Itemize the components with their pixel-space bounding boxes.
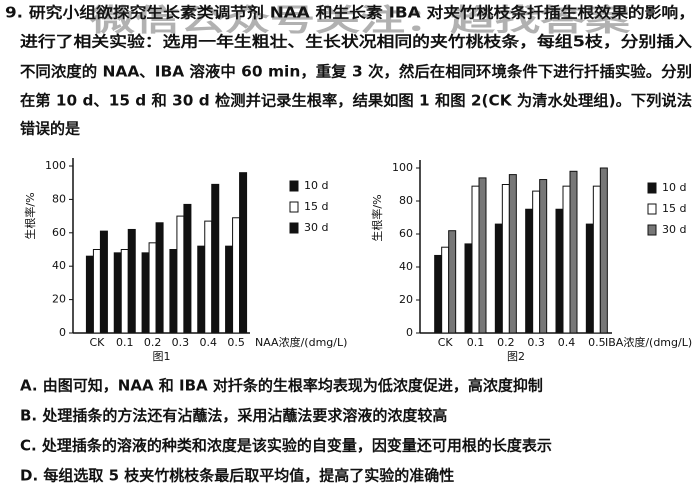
bar bbox=[532, 190, 541, 334]
legend-label: 10 d bbox=[662, 181, 686, 194]
bar bbox=[239, 172, 248, 334]
bar bbox=[155, 222, 164, 334]
bar bbox=[85, 255, 94, 334]
question-line: 在第 10 d、15 d 和 30 d 检测并记录生根率，结果如图 1 和图 2… bbox=[20, 92, 692, 110]
bar bbox=[441, 246, 450, 334]
x-tick-label: 0.1 bbox=[116, 336, 134, 349]
x-axis-label: IBA浓度/(dmg/L) bbox=[605, 335, 692, 349]
y-axis-label: 生根率/% bbox=[23, 192, 37, 239]
bar bbox=[232, 217, 241, 334]
bar bbox=[464, 243, 473, 334]
y-tick-label: 100 bbox=[392, 161, 413, 174]
bar bbox=[599, 167, 608, 334]
y-tick-label: 80 bbox=[399, 194, 413, 207]
bar bbox=[585, 223, 594, 334]
bar bbox=[471, 185, 480, 334]
x-tick-label: 0.3 bbox=[172, 336, 190, 349]
bar bbox=[204, 220, 213, 334]
legend-label: 15 d bbox=[662, 202, 686, 215]
bar bbox=[539, 179, 548, 334]
bar bbox=[225, 245, 234, 334]
legend-swatch bbox=[647, 203, 657, 215]
legend-label: 30 d bbox=[662, 223, 686, 236]
bar bbox=[478, 177, 487, 334]
bar bbox=[501, 184, 510, 334]
bar bbox=[120, 249, 129, 334]
legend-swatch bbox=[289, 201, 299, 213]
bar bbox=[555, 208, 564, 334]
bar bbox=[434, 254, 443, 334]
bar bbox=[448, 230, 457, 334]
y-tick-label: 60 bbox=[399, 227, 413, 240]
legend-label: 15 d bbox=[304, 200, 328, 213]
bar bbox=[169, 249, 178, 334]
bar bbox=[113, 252, 122, 334]
y-tick-label: 0 bbox=[59, 326, 66, 339]
question-line: 9. 研究小组欲探究生长素类调节剂 NAA 和生长素 IBA 对夹竹桃枝条扦插生… bbox=[5, 4, 695, 22]
legend-swatch bbox=[647, 224, 657, 236]
legend-label: 30 d bbox=[304, 221, 328, 234]
x-tick-label: 0.1 bbox=[467, 336, 485, 349]
bar bbox=[148, 242, 157, 334]
bar bbox=[127, 228, 136, 334]
bar bbox=[211, 183, 220, 334]
x-tick-label: 0.4 bbox=[200, 336, 218, 349]
caption: 图1 bbox=[153, 350, 171, 363]
bar bbox=[569, 170, 578, 334]
bar bbox=[183, 203, 192, 334]
bar bbox=[562, 185, 571, 334]
bar bbox=[508, 174, 517, 334]
x-tick-label: 0.4 bbox=[558, 336, 576, 349]
legend-swatch bbox=[289, 222, 299, 234]
y-tick-label: 40 bbox=[52, 259, 66, 272]
option: A. 由图可知，NAA 和 IBA 对扦条的生根率均表现为低浓度促进，高浓度抑制 bbox=[20, 377, 543, 395]
y-tick-label: 20 bbox=[399, 293, 413, 306]
x-tick-label: 0.3 bbox=[527, 336, 545, 349]
legend-swatch bbox=[289, 180, 299, 192]
bar bbox=[176, 215, 185, 334]
bar bbox=[141, 252, 150, 334]
question-line: 错误的是 bbox=[20, 120, 81, 138]
y-tick-label: 60 bbox=[52, 226, 66, 239]
x-tick-label: CK bbox=[89, 336, 105, 349]
bar bbox=[525, 208, 534, 334]
x-tick-label: 0.2 bbox=[144, 336, 162, 349]
bar bbox=[92, 249, 101, 334]
x-tick-label: 0.5 bbox=[227, 336, 245, 349]
watermark: 微信公众号关注：趋找答案 bbox=[89, 4, 632, 39]
bar bbox=[197, 245, 206, 334]
y-tick-label: 40 bbox=[399, 260, 413, 273]
option: D. 每组选取 5 枝夹竹桃枝条最后取平均值，提高了实验的准确性 bbox=[20, 467, 454, 483]
y-tick-label: 0 bbox=[406, 326, 413, 339]
question-line: 进行了相关实验：选用一年生粗壮、生长状况相同的夹竹桃枝条，每组5枝，分别插入 bbox=[20, 33, 692, 51]
y-axis-label: 生根率/% bbox=[370, 194, 384, 241]
x-tick-label: CK bbox=[438, 336, 454, 349]
caption: 图2 bbox=[507, 350, 525, 363]
x-tick-label: 0.5 bbox=[588, 336, 606, 349]
legend-swatch bbox=[647, 182, 657, 194]
option: C. 处理插条的溶液的种类和浓度是该实验的自变量，因变量还可用根的长度表示 bbox=[20, 437, 552, 455]
option: B. 处理插条的方法还有沾蘸法，采用沾蘸法要求溶液的浓度较高 bbox=[20, 407, 447, 425]
bar bbox=[99, 230, 108, 334]
legend-label: 10 d bbox=[304, 179, 328, 192]
x-tick-label: 0.2 bbox=[497, 336, 515, 349]
question-line: 不同浓度的 NAA、IBA 溶液中 60 min，重复 3 次，然后在相同环境条… bbox=[20, 63, 692, 81]
bar bbox=[494, 223, 503, 334]
y-tick-label: 20 bbox=[52, 293, 66, 306]
bar bbox=[592, 185, 601, 334]
x-axis-label: NAA浓度/(dmg/L) bbox=[255, 335, 347, 349]
y-tick-label: 100 bbox=[45, 159, 66, 172]
y-tick-label: 80 bbox=[52, 192, 66, 205]
